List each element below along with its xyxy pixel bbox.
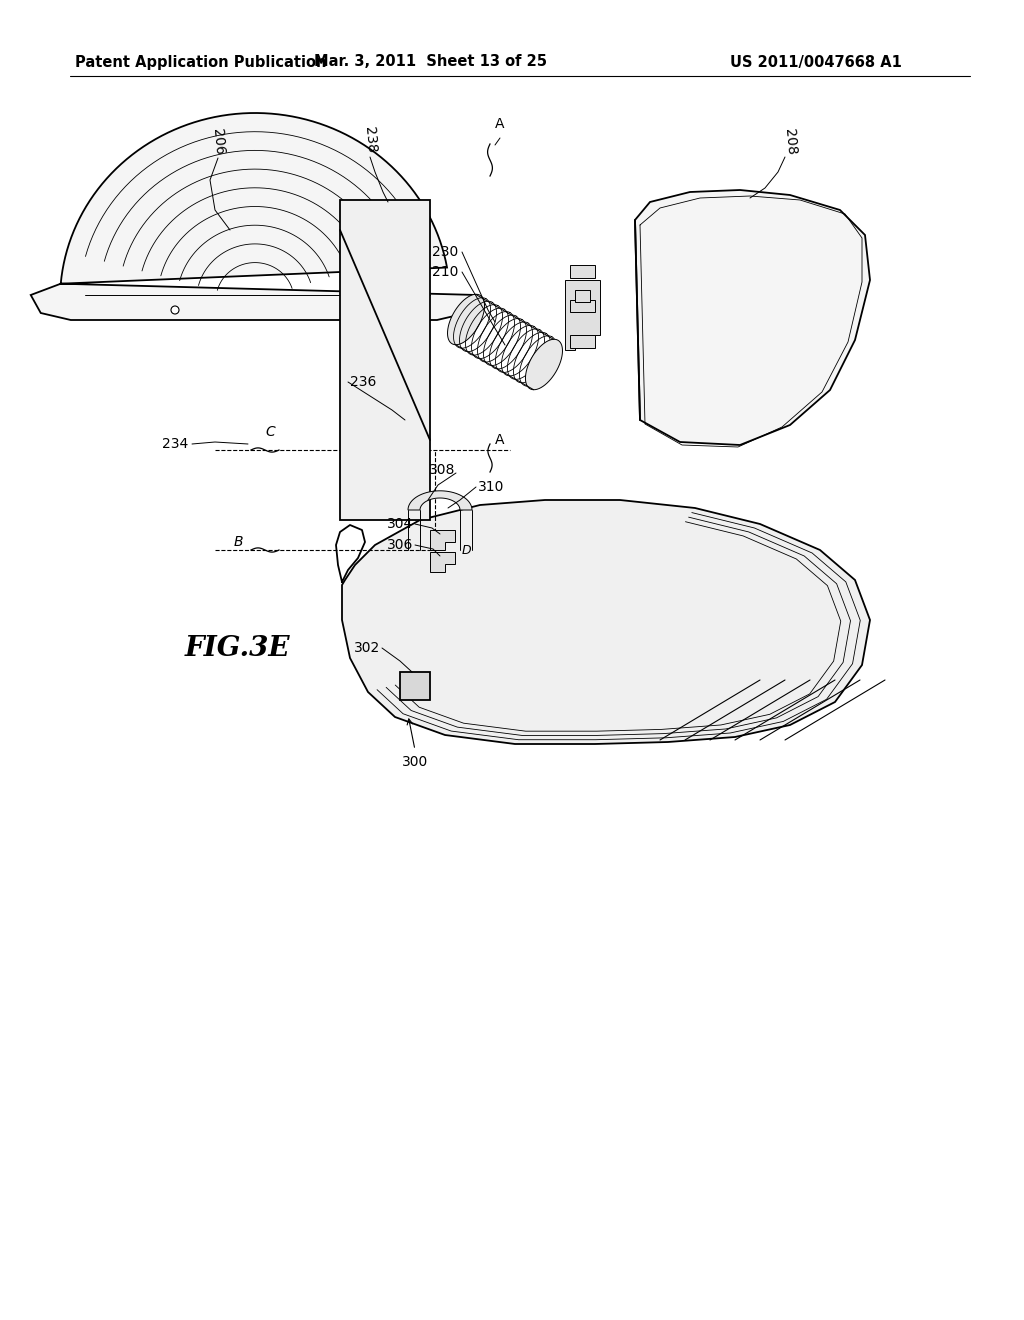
Text: 234: 234 — [162, 437, 188, 451]
Text: A: A — [496, 433, 505, 447]
Polygon shape — [447, 294, 484, 345]
Text: 302: 302 — [353, 642, 380, 655]
Text: 236: 236 — [350, 375, 377, 389]
Text: C: C — [265, 425, 274, 440]
Polygon shape — [340, 201, 430, 520]
Text: 304: 304 — [387, 517, 413, 531]
Text: 210: 210 — [432, 265, 459, 279]
Polygon shape — [575, 290, 590, 302]
Text: 310: 310 — [478, 480, 505, 494]
Polygon shape — [430, 531, 455, 550]
Text: 306: 306 — [387, 539, 413, 552]
Polygon shape — [635, 190, 870, 445]
Text: 208: 208 — [782, 128, 798, 156]
Text: Patent Application Publication: Patent Application Publication — [75, 54, 327, 70]
Text: 238: 238 — [361, 127, 378, 153]
Text: US 2011/0047668 A1: US 2011/0047668 A1 — [730, 54, 902, 70]
Polygon shape — [570, 265, 595, 279]
Polygon shape — [31, 114, 477, 319]
Polygon shape — [570, 335, 595, 348]
Text: FIG.3E: FIG.3E — [185, 635, 291, 661]
Text: B: B — [233, 535, 243, 549]
Polygon shape — [570, 300, 595, 312]
Polygon shape — [430, 552, 455, 572]
Ellipse shape — [171, 306, 179, 314]
Polygon shape — [565, 280, 600, 350]
Text: 230: 230 — [432, 246, 459, 259]
Text: 300: 300 — [401, 755, 428, 770]
Polygon shape — [525, 339, 562, 389]
Polygon shape — [342, 500, 870, 744]
Polygon shape — [408, 491, 472, 510]
Polygon shape — [400, 672, 430, 700]
Text: D: D — [462, 544, 472, 557]
Text: 308: 308 — [429, 463, 455, 477]
Text: A: A — [496, 117, 505, 131]
Text: Mar. 3, 2011  Sheet 13 of 25: Mar. 3, 2011 Sheet 13 of 25 — [313, 54, 547, 70]
Text: 206: 206 — [210, 128, 226, 156]
